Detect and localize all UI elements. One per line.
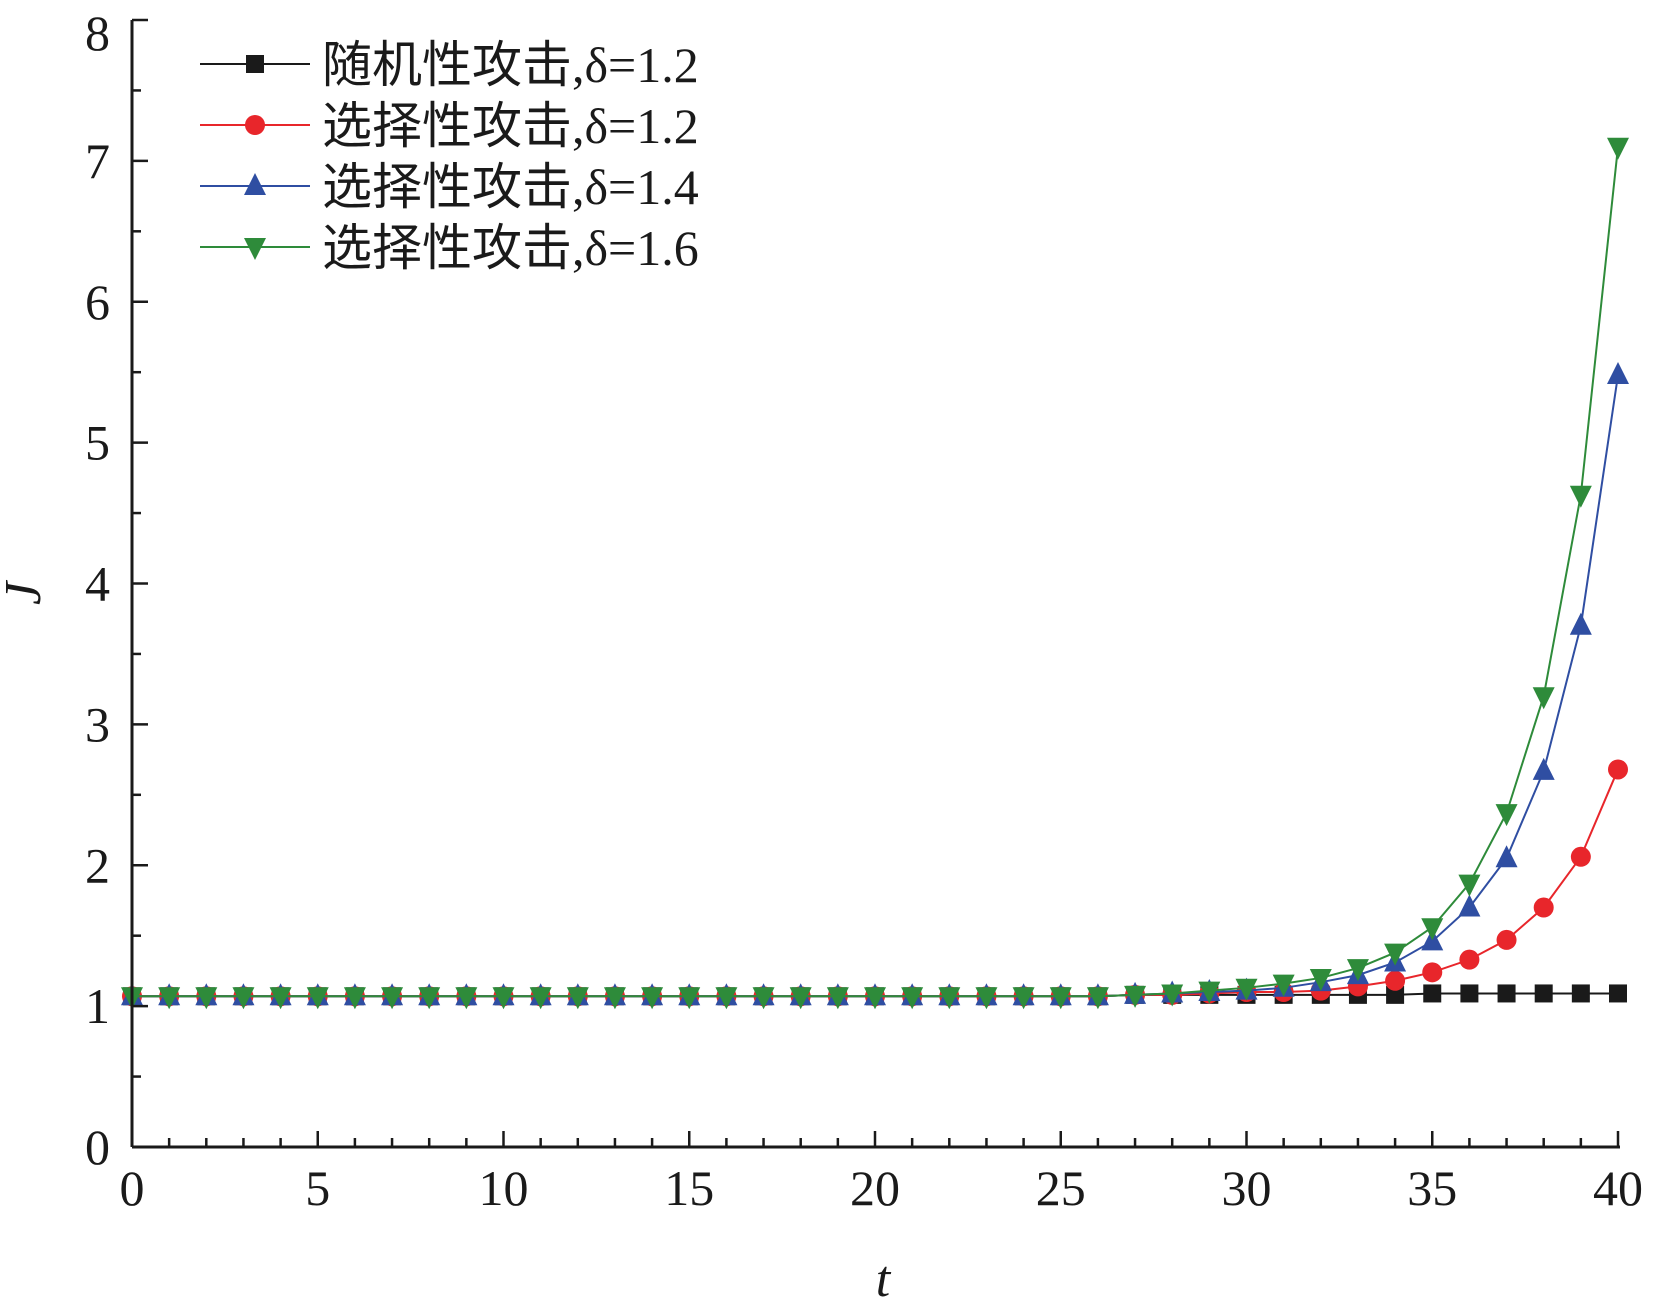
y-tick-label: 1	[85, 978, 110, 1034]
x-tick-label: 5	[305, 1160, 330, 1216]
series-4-point	[1495, 804, 1518, 827]
series-layer	[121, 137, 1629, 1010]
x-axis-ticks: 0 5 10 15 20 25 30 35 40	[120, 1131, 1643, 1216]
series-4-point	[1124, 985, 1147, 1008]
series-1-point	[1423, 984, 1442, 1003]
series-4-point	[306, 987, 329, 1010]
x-axis-title: t	[876, 1251, 892, 1300]
series-4-point	[1235, 978, 1258, 1001]
series-2-point	[1496, 929, 1517, 950]
series-3-point	[1458, 894, 1481, 917]
y-axis-title: J	[0, 579, 52, 605]
series-4-point	[789, 987, 812, 1010]
series-4-point	[455, 987, 478, 1010]
series-2-point	[1459, 949, 1480, 970]
series-2-point	[1533, 897, 1554, 918]
series-4-point	[492, 987, 515, 1010]
y-tick-label: 6	[85, 274, 110, 330]
series-4-point	[566, 987, 589, 1010]
legend-marker	[245, 115, 265, 135]
legend-label: 随机性攻击,δ=1.2	[322, 37, 699, 93]
series-3-point	[1495, 845, 1518, 868]
series-3	[121, 362, 1629, 1006]
series-2-point	[1422, 962, 1443, 983]
series-3-point	[1607, 362, 1629, 385]
series-4-point	[1532, 687, 1555, 710]
series-4-point	[343, 987, 366, 1010]
legend-marker	[246, 55, 264, 73]
series-1-point	[1571, 984, 1590, 1003]
y-tick-label: 5	[85, 415, 110, 471]
series-4-point	[1607, 137, 1629, 160]
series-4	[121, 137, 1629, 1010]
x-tick-label: 30	[1222, 1160, 1272, 1216]
series-1-point	[1497, 984, 1516, 1003]
series-1-point	[1386, 985, 1405, 1004]
series-4-point	[232, 987, 255, 1010]
legend-label: 选择性攻击,δ=1.2	[322, 98, 699, 154]
y-tick-label: 7	[85, 133, 110, 189]
series-4-point	[715, 987, 738, 1010]
series-4-point	[641, 987, 664, 1010]
series-4-point	[1049, 987, 1072, 1010]
legend-label: 选择性攻击,δ=1.6	[322, 220, 699, 276]
series-4-point	[195, 987, 218, 1010]
series-4-point	[1384, 943, 1407, 966]
x-tick-label: 40	[1593, 1160, 1643, 1216]
series-4-point	[975, 987, 998, 1010]
series-4-point	[864, 987, 886, 1010]
y-tick-label: 3	[85, 696, 110, 752]
series-3-point	[1569, 612, 1592, 635]
legend-item: 选择性攻击,δ=1.6	[200, 220, 699, 276]
y-tick-label: 2	[85, 837, 110, 893]
series-1-point	[1609, 984, 1627, 1003]
x-tick-label: 20	[850, 1160, 900, 1216]
series-2-point	[1570, 846, 1591, 867]
series-4-point	[938, 987, 961, 1010]
series-4-point	[1161, 984, 1184, 1007]
series-4-point	[1346, 959, 1369, 982]
x-tick-label: 15	[664, 1160, 714, 1216]
series-4-point	[158, 987, 181, 1010]
series-4-point	[826, 987, 849, 1010]
series-3-point	[1532, 757, 1555, 780]
series-4-point	[1012, 987, 1035, 1010]
legend: 随机性攻击,δ=1.2选择性攻击,δ=1.2选择性攻击,δ=1.4选择性攻击,δ…	[200, 37, 699, 276]
x-tick-label: 0	[120, 1160, 145, 1216]
legend-marker	[244, 173, 266, 195]
x-tick-label: 25	[1036, 1160, 1086, 1216]
series-4-point	[418, 987, 441, 1010]
legend-item: 选择性攻击,δ=1.4	[200, 159, 699, 215]
series-4-point	[1309, 968, 1332, 991]
series-4-point	[269, 987, 292, 1010]
y-tick-label: 8	[85, 5, 110, 61]
series-4-point	[1086, 987, 1109, 1010]
series-4-point	[1458, 874, 1481, 897]
legend-item: 随机性攻击,δ=1.2	[200, 37, 699, 93]
series-1-point	[1460, 984, 1479, 1003]
series-4-point	[1272, 974, 1295, 997]
series-4-point	[1569, 485, 1592, 508]
series-4-point	[529, 987, 552, 1010]
y-tick-label: 0	[85, 1119, 110, 1175]
series-2-point	[1608, 759, 1628, 780]
series-4-point	[678, 987, 701, 1010]
series-4-point	[1421, 918, 1444, 941]
x-tick-label: 35	[1407, 1160, 1457, 1216]
series-3-line	[132, 374, 1619, 998]
y-tick-label: 4	[85, 556, 110, 612]
series-4-point	[1198, 981, 1221, 1004]
y-axis-ticks: 0 1 2 3 4 5 6 7 8	[85, 5, 148, 1175]
series-2-point	[1385, 970, 1406, 991]
series-4-point	[901, 987, 924, 1010]
series-1-point	[1534, 984, 1553, 1003]
series-4-point	[381, 987, 404, 1010]
legend-label: 选择性攻击,δ=1.4	[322, 159, 699, 215]
series-4-point	[752, 987, 775, 1010]
legend-item: 选择性攻击,δ=1.2	[200, 98, 699, 154]
x-tick-label: 10	[479, 1160, 529, 1216]
legend-marker	[244, 238, 266, 260]
series-4-point	[603, 987, 626, 1010]
